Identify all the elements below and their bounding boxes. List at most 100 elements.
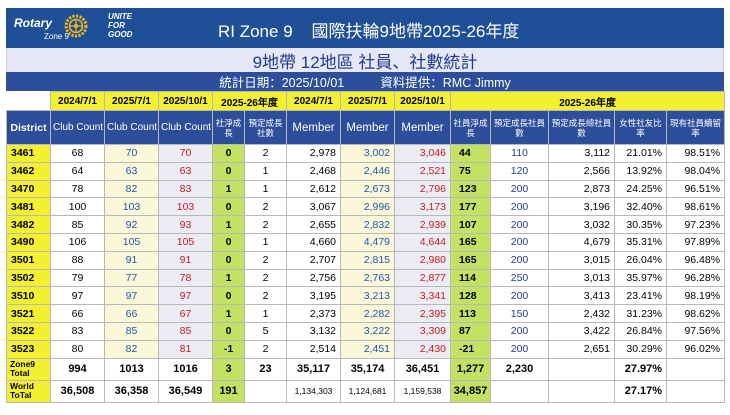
table-cell: 92 [104,215,159,234]
district-row: 3502 79 77 78 1 2 2,756 2,763 2,877 114 250 3,013 35… [6,268,726,288]
table-cell: 3,032 [548,215,616,234]
district-code: 3470 [6,179,51,199]
table-cell: 98.51% [666,144,726,163]
table-cell: 200 [490,250,550,270]
table-cell: 36,358 [104,379,159,403]
table-cell: 78 [50,179,105,199]
table-cell: 2,373 [286,304,342,323]
table-cell: 191 [212,379,245,403]
table-cell: 113 [450,304,492,323]
table-cell: 3,002 [340,144,396,163]
tagline-line: FOR [108,21,125,30]
group-header: 2025/7/1 [104,91,159,111]
column-header: District [6,110,51,145]
table-cell: 1 [212,215,245,234]
group-header: 2024/7/1 [50,91,105,111]
table-cell: 98.61% [666,197,726,217]
table-cell: 2,815 [340,250,396,270]
table-cell: 120 [490,161,550,181]
district-row: 3510 97 97 97 0 2 3,195 3,213 3,341 128 200 3,413 23… [6,286,726,306]
table-cell: 105 [104,232,159,252]
table-cell: 1 [243,179,288,199]
table-cell: 30.35% [614,215,668,234]
world-total-row: World ToTal 36,508 36,358 36,549 191 1,1… [6,379,726,403]
table-cell: 97.56% [666,321,726,341]
table-cell: 23.41% [614,286,668,306]
district-row: 3461 68 70 70 0 2 2,978 3,002 3,046 44 110 3,112 21.… [6,144,726,163]
total-label: Zone9 Total [6,357,51,381]
table-cell: 1,159,538 [394,379,452,403]
district-code: 3482 [6,215,51,234]
table-cell [548,379,616,403]
table-cell: 0 [212,161,245,181]
table-cell: 3,309 [394,321,452,341]
table-cell: 2,514 [286,339,342,359]
table-cell: 34,857 [450,379,492,403]
group-header: 2024/7/1 [286,91,342,111]
table-cell: 85 [104,321,159,341]
table-cell: 36,549 [158,379,213,403]
table-cell: 4,679 [548,232,616,252]
table-cell: 150 [490,304,550,323]
table-cell: 97.89% [666,232,726,252]
district-row: 3481 100 103 103 0 2 3,067 2,996 3,173 177 200 3,19… [6,197,726,217]
table-cell: 85 [158,321,213,341]
column-header: 預定成長社員數 [490,110,550,145]
table-cell: 2,612 [286,179,342,199]
table-cell: 3,213 [340,286,396,306]
unite-for-good-tagline: UNITE FOR GOOD [108,12,166,39]
table-cell: -21 [450,339,492,359]
group-header: 2025-26年度 [211,91,288,111]
table-cell: 2,282 [340,304,396,323]
district-stats-table: 2024/7/1 2025/7/1 2025/10/1 2025-26年度 20… [6,91,726,403]
district-row: 3523 80 82 81 -1 2 2,514 2,451 2,430 -21 200 2,651 3… [6,339,726,359]
table-cell: 88 [50,250,105,270]
table-cell: 2,446 [340,161,396,181]
table-cell: 100 [50,197,105,217]
stat-info-bar: 統計日期：2025/10/01 資料提供：RMC Jimmy [6,72,724,91]
table-cell [490,379,550,403]
table-cell: 2,756 [286,268,342,288]
table-cell: 91 [104,250,159,270]
table-cell: 27.17% [614,379,668,403]
district-code: 3461 [6,144,51,163]
table-cell: 98.19% [666,286,726,306]
table-cell: 24.25% [614,179,668,199]
table-cell: 35,117 [286,357,342,381]
table-cell: 3 [212,357,245,381]
table-cell: 0 [212,250,245,270]
district-row: 3522 83 85 85 0 5 3,132 3,222 3,309 87 200 3,422 26.… [6,321,726,341]
table-cell: 123 [450,179,492,199]
table-cell: 128 [450,286,492,306]
table-cell: 36,508 [50,379,105,403]
table-cell: 110 [490,144,550,163]
table-cell: 200 [490,321,550,341]
table-cell: 200 [490,179,550,199]
rotary-wheel-icon [64,14,88,38]
table-cell: 4,644 [394,232,452,252]
district-code: 3462 [6,161,51,181]
table-cell: 1016 [158,357,213,381]
district-code: 3522 [6,321,51,341]
table-cell: 2,468 [286,161,342,181]
table-cell: 2,651 [548,339,616,359]
table-cell: 83 [158,179,213,199]
table-cell: 2,521 [394,161,452,181]
table-cell: 79 [50,268,105,288]
table-cell: 35.31% [614,232,668,252]
table-cell: 97 [104,286,159,306]
table-cell: 91 [158,250,213,270]
table-cell: 96.28% [666,268,726,288]
logo-rotary-text: Rotary [14,16,53,30]
table-cell: 93 [158,215,213,234]
table-cell: 2,832 [340,215,396,234]
data-source: 資料提供：RMC Jimmy [380,76,511,90]
table-cell: 35.97% [614,268,668,288]
district-code: 3481 [6,197,51,217]
table-cell: 165 [450,250,492,270]
table-cell: -1 [212,339,245,359]
table-cell: 2,763 [340,268,396,288]
table-cell: 26.04% [614,250,668,270]
table-cell: 63 [158,161,213,181]
table-cell: 13.92% [614,161,668,181]
